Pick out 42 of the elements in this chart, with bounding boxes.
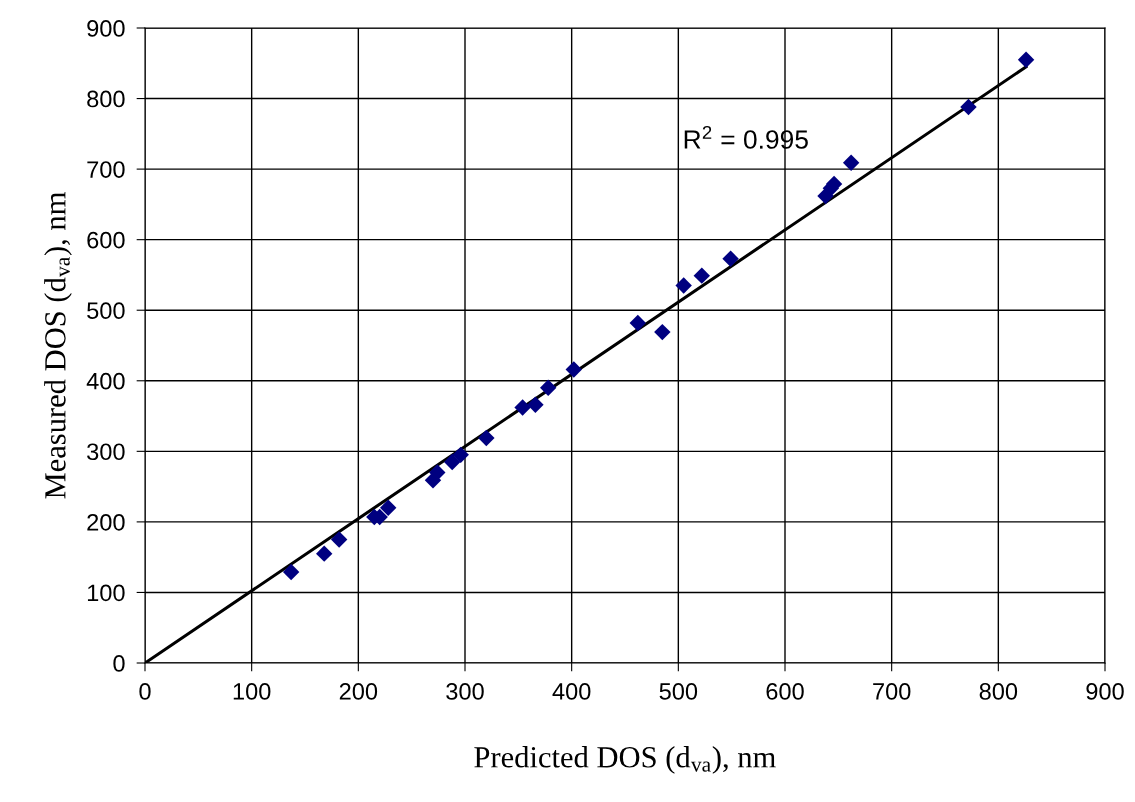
y-tick-label: 100 (87, 584, 125, 602)
point (452, 446, 469, 464)
point (539, 379, 557, 397)
point (282, 563, 300, 581)
point (315, 545, 333, 562)
x-tick-label: 100 (233, 683, 271, 700)
x-tick-label: 500 (659, 683, 698, 700)
x-axis-title: Predicted DOS (d$_{va}$), nm (474, 746, 776, 774)
point (842, 154, 860, 171)
point (675, 277, 692, 294)
x-tick-label: 700 (873, 683, 911, 700)
point (514, 399, 531, 416)
point (722, 250, 739, 267)
y-tick-label: 0 (113, 655, 125, 672)
point (960, 98, 977, 116)
x-tick-label: 300 (446, 683, 484, 700)
y-tick-label: 900 (87, 20, 125, 37)
x-tick-label: 0 (139, 683, 151, 700)
y-tick-label: 600 (87, 231, 125, 249)
y-axis-title: Measured DOS (d$_{va}$), nm (44, 192, 72, 499)
point (429, 464, 446, 481)
y-tick-label: 500 (87, 302, 125, 320)
x-tick-label: 800 (979, 683, 1018, 700)
x-tick-label: 600 (766, 683, 804, 700)
y-tick-label: 400 (86, 372, 125, 390)
point (629, 314, 647, 332)
y-tick-label: 200 (87, 513, 125, 531)
x-tick-label: 400 (552, 683, 591, 700)
point (330, 531, 348, 548)
point (443, 453, 461, 471)
point (527, 396, 544, 413)
y-tick-label: 700 (87, 161, 125, 178)
point (1017, 51, 1035, 68)
point (565, 361, 583, 378)
point (478, 429, 495, 447)
x-tick-label: 200 (339, 683, 378, 700)
point (654, 323, 671, 341)
x-tick-label: 900 (1086, 683, 1124, 700)
point (693, 267, 711, 284)
y-tick-label: 300 (87, 443, 125, 461)
point (379, 499, 397, 516)
y-tick-label: 800 (87, 90, 125, 108)
